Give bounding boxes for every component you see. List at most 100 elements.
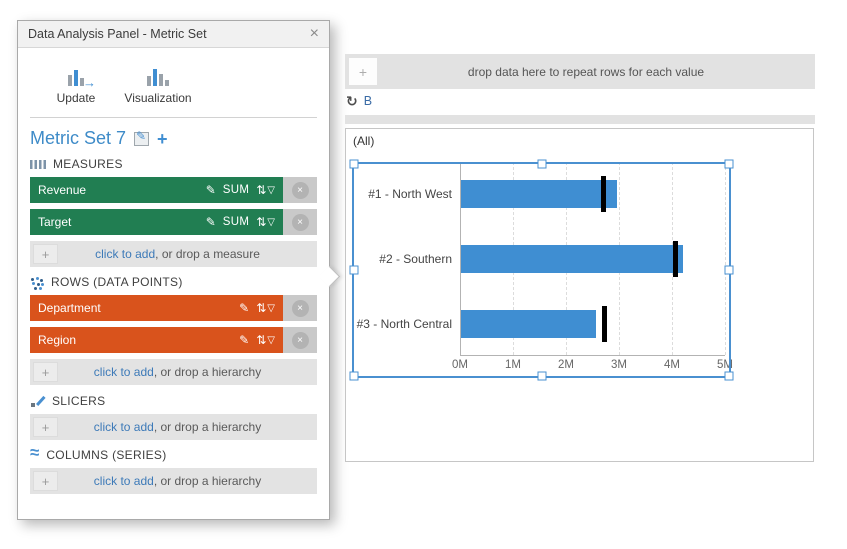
edit-pencil-icon[interactable]: ✎ (205, 183, 216, 197)
selection-handle[interactable] (537, 159, 546, 169)
rows-header: ROWS (DATA POINTS) (30, 275, 317, 289)
gridline (725, 162, 726, 355)
plot-area (460, 162, 726, 356)
remove-hierarchy-button[interactable]: × (283, 327, 317, 353)
remove-hierarchy-button[interactable]: × (283, 295, 317, 321)
add-plus-icon[interactable]: + (33, 471, 58, 491)
sort-icon[interactable]: ⇅ (256, 215, 267, 229)
category-label: #2 - Southern (379, 252, 452, 266)
revenue-bar[interactable] (461, 245, 683, 273)
group-label: B (363, 94, 373, 108)
filter-icon[interactable]: ▽ (267, 184, 275, 196)
category-axis: #1 - North West #2 - Southern #3 - North C… (346, 162, 458, 356)
close-icon[interactable]: × (309, 25, 319, 42)
category-label: #1 - North West (368, 187, 452, 202)
selection-handle[interactable] (349, 371, 359, 381)
edit-pencil-icon[interactable]: ✎ (239, 333, 250, 347)
x-tick-label: 5M (717, 359, 733, 371)
visualization-label: Visualization (124, 91, 192, 105)
selection-handle[interactable] (724, 265, 734, 275)
aggregator-label[interactable]: SUM (222, 216, 250, 228)
drop-zone-text: drop data here to repeat rows for each v… (467, 64, 705, 79)
revenue-bar[interactable] (461, 309, 597, 338)
hierarchy-label: Department (38, 301, 101, 315)
update-button[interactable]: → Update (44, 62, 108, 105)
target-marker[interactable] (601, 305, 607, 342)
target-marker[interactable] (600, 176, 606, 213)
remove-icon: × (291, 331, 309, 349)
selection-handle[interactable] (724, 371, 734, 381)
x-tick-label: 3M (611, 359, 627, 371)
selection-handle[interactable] (537, 371, 546, 381)
selection-handle[interactable] (349, 265, 359, 275)
aggregator-label[interactable]: SUM (222, 184, 250, 196)
selection-handle[interactable] (724, 159, 734, 169)
chart-selection-box[interactable] (349, 159, 734, 381)
hierarchy-label: Region (38, 333, 77, 347)
panel-title-bar[interactable]: Data Analysis Panel - Metric Set × (18, 21, 329, 48)
measure-row-target[interactable]: Target ✎ SUM ⇅ ▽ × (30, 209, 317, 235)
add-hint-text: , or drop a hierarchy (153, 420, 262, 434)
columns-header: ≈ COLUMNS (SERIES) (30, 443, 167, 462)
sort-icon[interactable]: ⇅ (256, 333, 267, 347)
measure-label: Revenue (38, 183, 87, 197)
repeat-rows-drop-zone[interactable]: + drop data here to repeat rows for each… (345, 54, 815, 89)
add-measure-row[interactable]: + click to add, or drop a measure (30, 241, 317, 267)
category-label: #3 - North Central (356, 316, 452, 331)
sort-icon[interactable]: ⇅ (256, 301, 267, 315)
panel-sections: MEASURES Revenue ✎ SUM ⇅ ▽ × Target ✎ SU… (18, 157, 329, 494)
panel-title: Data Analysis Panel - Metric Set (28, 27, 207, 41)
filter-icon[interactable]: ▽ (267, 334, 275, 346)
add-slicer-row[interactable]: + click to add, or drop a hierarchy (30, 414, 317, 440)
series-icon: ≈ (30, 443, 40, 462)
metric-set-title: Metric Set 7 (30, 128, 127, 148)
click-to-add-link[interactable]: click to add (95, 247, 156, 261)
drop-zone-plus-icon[interactable]: + (349, 58, 377, 85)
add-hint-text: , or drop a measure (155, 247, 260, 261)
repeat-loop-icon: ↻ (346, 93, 358, 109)
measure-row-revenue[interactable]: Revenue ✎ SUM ⇅ ▽ × (30, 177, 317, 203)
x-tick-label: 4M (664, 359, 680, 371)
toolbar-separator (30, 117, 317, 118)
slicers-header: SLICERS (30, 393, 317, 408)
chart-container[interactable]: (All) #1 - North West #2 - Southern #3 - N… (345, 128, 814, 462)
slicers-icon (30, 393, 45, 408)
add-metric-set-icon[interactable]: + (157, 128, 168, 149)
measure-label: Target (38, 215, 72, 229)
visualization-button[interactable]: Visualization (124, 62, 192, 105)
measures-icon (30, 159, 46, 169)
panel-toolbar: → Update Visualization (18, 48, 329, 105)
measures-header: MEASURES (30, 157, 317, 171)
hierarchy-row-department[interactable]: Department ✎ ⇅ ▽ × (30, 295, 317, 321)
click-to-add-link[interactable]: click to add (93, 420, 154, 434)
selection-handle[interactable] (349, 159, 359, 169)
sort-icon[interactable]: ⇅ (256, 183, 267, 197)
remove-measure-button[interactable]: × (283, 177, 317, 203)
edit-pencil-icon[interactable]: ✎ (205, 215, 216, 229)
group-indicator[interactable]: ↻ B (346, 94, 372, 108)
click-to-add-link[interactable]: click to add (93, 474, 154, 488)
metric-set-row: Metric Set 7 ✎ + (30, 128, 329, 149)
revenue-bar[interactable] (461, 180, 618, 209)
x-axis: 0M 1M 2M 3M 4M 5M (452, 359, 733, 377)
filter-icon[interactable]: ▽ (267, 302, 275, 314)
remove-icon: × (291, 299, 309, 317)
add-rows-hierarchy-row[interactable]: + click to add, or drop a hierarchy (30, 359, 317, 385)
add-plus-icon[interactable]: + (33, 362, 58, 382)
remove-icon: × (291, 181, 309, 199)
add-plus-icon[interactable]: + (33, 244, 58, 264)
edit-pencil-icon[interactable]: ✎ (239, 301, 250, 315)
add-columns-hierarchy-row[interactable]: + click to add, or drop a hierarchy (30, 468, 317, 494)
filter-icon[interactable]: ▽ (267, 216, 275, 228)
all-filter-label: (All) (353, 134, 375, 148)
x-tick-label: 2M (558, 359, 574, 371)
target-marker[interactable] (673, 241, 679, 277)
data-points-icon (30, 276, 44, 289)
remove-measure-button[interactable]: × (283, 209, 317, 235)
hierarchy-row-region[interactable]: Region ✎ ⇅ ▽ × (30, 327, 317, 353)
click-to-add-link[interactable]: click to add (93, 365, 154, 379)
add-hint-text: , or drop a hierarchy (153, 474, 262, 488)
add-plus-icon[interactable]: + (33, 417, 58, 437)
add-hint-text: , or drop a hierarchy (153, 365, 262, 379)
edit-metric-set-icon[interactable]: ✎ (134, 129, 150, 146)
